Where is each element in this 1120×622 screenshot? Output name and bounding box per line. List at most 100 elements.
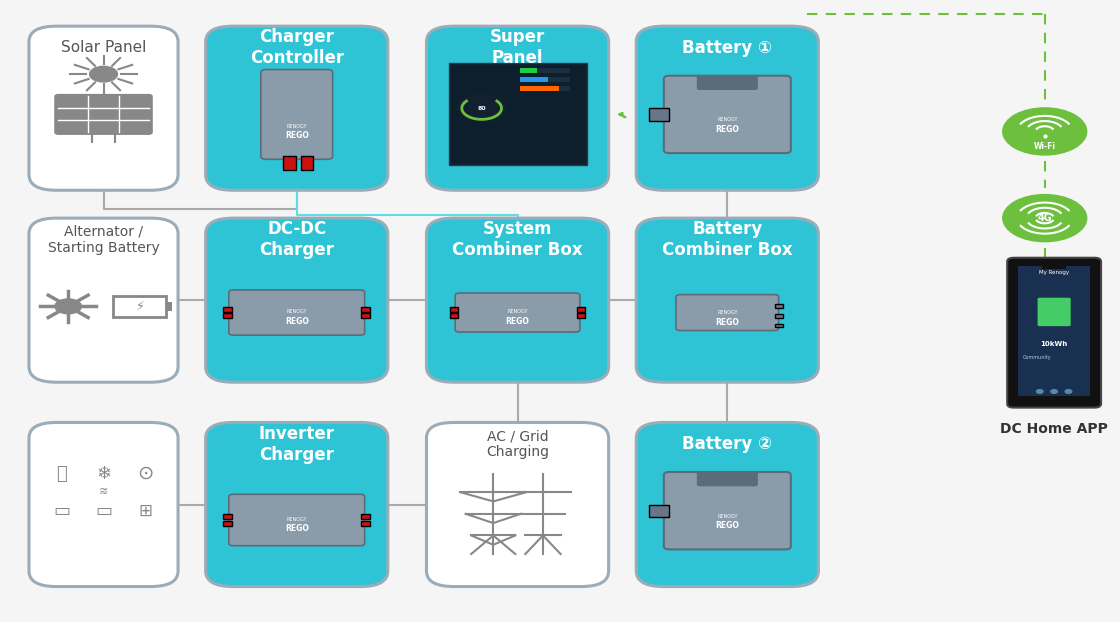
Text: RENOGY: RENOGY [287, 124, 307, 129]
FancyBboxPatch shape [362, 313, 370, 318]
Text: RENOGY: RENOGY [717, 514, 738, 519]
Text: RENOGY: RENOGY [287, 517, 307, 522]
FancyBboxPatch shape [427, 422, 608, 587]
Bar [1042, 261, 1066, 269]
Text: ❄: ❄ [96, 465, 111, 483]
Text: AC / Grid
Charging: AC / Grid Charging [486, 429, 549, 459]
Text: REGO: REGO [284, 131, 309, 140]
Text: REGO: REGO [716, 521, 739, 530]
FancyBboxPatch shape [362, 307, 370, 312]
Bar [167, 302, 171, 310]
FancyBboxPatch shape [283, 156, 296, 170]
FancyBboxPatch shape [223, 521, 232, 526]
Text: My Renogy: My Renogy [1039, 270, 1070, 275]
Text: RENOGY: RENOGY [717, 118, 738, 123]
Text: RENOGY: RENOGY [717, 310, 738, 315]
Text: REGO: REGO [505, 317, 530, 326]
FancyBboxPatch shape [775, 304, 783, 308]
Text: Solar Panel: Solar Panel [60, 40, 147, 55]
FancyBboxPatch shape [228, 290, 365, 335]
Bar [521, 77, 548, 82]
Text: ▭: ▭ [95, 502, 112, 520]
Text: REGO: REGO [716, 125, 739, 134]
Bar [521, 77, 570, 82]
FancyBboxPatch shape [448, 63, 587, 165]
FancyBboxPatch shape [55, 95, 152, 134]
Text: Battery
Combiner Box: Battery Combiner Box [662, 220, 793, 259]
FancyBboxPatch shape [427, 26, 608, 190]
Text: REGO: REGO [284, 524, 309, 533]
FancyBboxPatch shape [29, 26, 178, 190]
Text: 4G: 4G [1037, 213, 1052, 223]
Circle shape [1036, 389, 1043, 393]
FancyBboxPatch shape [449, 313, 458, 318]
FancyBboxPatch shape [676, 295, 778, 330]
Text: 10kWh: 10kWh [1040, 341, 1067, 348]
Text: Wi-Fi: Wi-Fi [1034, 142, 1056, 151]
Text: ▭: ▭ [53, 502, 71, 520]
Text: Community: Community [1023, 355, 1052, 360]
Text: System
Combiner Box: System Combiner Box [452, 220, 582, 259]
FancyBboxPatch shape [206, 422, 388, 587]
FancyBboxPatch shape [1007, 258, 1101, 407]
FancyBboxPatch shape [223, 313, 232, 318]
Bar [521, 68, 570, 73]
Text: Charger
Controller: Charger Controller [250, 29, 344, 67]
Text: RENOGY: RENOGY [507, 310, 528, 315]
Circle shape [90, 67, 118, 82]
Text: RENOGY: RENOGY [287, 310, 307, 315]
FancyBboxPatch shape [261, 70, 333, 159]
FancyBboxPatch shape [775, 313, 783, 317]
FancyBboxPatch shape [664, 472, 791, 549]
Text: 80: 80 [477, 106, 486, 111]
Text: Inverter
Charger: Inverter Charger [259, 425, 335, 463]
FancyBboxPatch shape [775, 323, 783, 327]
Circle shape [1051, 389, 1057, 393]
Text: REGO: REGO [284, 317, 309, 326]
FancyBboxPatch shape [455, 293, 580, 332]
FancyBboxPatch shape [362, 521, 370, 526]
FancyBboxPatch shape [206, 218, 388, 382]
Circle shape [1002, 108, 1086, 155]
FancyBboxPatch shape [29, 218, 178, 382]
Text: ⊙: ⊙ [138, 464, 153, 483]
Bar [521, 86, 570, 91]
Circle shape [55, 299, 82, 313]
FancyBboxPatch shape [362, 514, 370, 519]
FancyBboxPatch shape [636, 26, 819, 190]
FancyBboxPatch shape [223, 307, 232, 312]
Circle shape [1002, 195, 1086, 242]
Bar [113, 296, 167, 317]
Text: ≋: ≋ [99, 487, 109, 497]
Circle shape [1065, 389, 1072, 393]
FancyBboxPatch shape [650, 108, 670, 121]
FancyBboxPatch shape [206, 26, 388, 190]
Bar [521, 86, 559, 91]
Text: Super
Panel: Super Panel [489, 29, 545, 67]
FancyBboxPatch shape [698, 472, 757, 486]
Text: ⚡: ⚡ [136, 300, 144, 313]
FancyBboxPatch shape [1018, 266, 1090, 396]
Text: Battery ①: Battery ① [682, 39, 773, 57]
FancyBboxPatch shape [301, 156, 314, 170]
FancyBboxPatch shape [449, 307, 458, 312]
FancyBboxPatch shape [664, 76, 791, 153]
FancyBboxPatch shape [650, 504, 670, 517]
FancyBboxPatch shape [1037, 298, 1071, 326]
FancyBboxPatch shape [636, 422, 819, 587]
Text: DC-DC
Charger: DC-DC Charger [260, 220, 334, 259]
Text: REGO: REGO [716, 317, 739, 327]
FancyBboxPatch shape [223, 514, 232, 519]
Bar [521, 68, 536, 73]
FancyBboxPatch shape [29, 422, 178, 587]
Text: 🫖: 🫖 [56, 465, 67, 483]
FancyBboxPatch shape [698, 76, 757, 90]
FancyBboxPatch shape [577, 313, 586, 318]
FancyBboxPatch shape [228, 494, 365, 545]
Text: DC Home APP: DC Home APP [1000, 422, 1108, 437]
Circle shape [457, 95, 506, 122]
FancyBboxPatch shape [577, 307, 586, 312]
FancyBboxPatch shape [427, 218, 608, 382]
Text: Alternator /
Starting Battery: Alternator / Starting Battery [48, 225, 159, 255]
Text: Battery ②: Battery ② [682, 435, 773, 453]
